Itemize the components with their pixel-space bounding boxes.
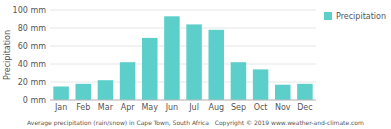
bar xyxy=(142,38,158,100)
chart-container: 0 mm 20 mm 40 mm 60 mm 80 mm 100 mm Jan Feb Mar A… xyxy=(0,0,391,129)
x-tick-label: Nov xyxy=(275,103,291,112)
x-axis-line xyxy=(50,100,316,101)
x-tick-label: Jul xyxy=(188,103,199,112)
bar xyxy=(297,84,313,100)
chart-svg: 0 mm 20 mm 40 mm 60 mm 80 mm 100 mm Jan Feb Mar A… xyxy=(0,0,391,129)
x-tick-label: Feb xyxy=(76,103,90,112)
bar xyxy=(120,62,136,100)
grid-line xyxy=(50,46,316,47)
bars xyxy=(53,16,312,100)
grid-line xyxy=(50,82,316,83)
y-tick-label: 40 mm xyxy=(18,60,47,69)
bar xyxy=(164,16,180,100)
y-axis-label: Precipitation xyxy=(3,30,12,80)
x-tick-label: Dec xyxy=(297,103,312,112)
bar xyxy=(186,24,202,100)
bar xyxy=(75,84,91,100)
grid-line xyxy=(50,10,316,11)
legend-swatch xyxy=(324,12,332,20)
grid-line xyxy=(50,100,316,101)
y-tick-label: 0 mm xyxy=(23,96,46,105)
y-tick-label: 20 mm xyxy=(18,78,47,87)
x-tick-label: Aug xyxy=(208,103,224,112)
x-tick-label: May xyxy=(141,103,158,112)
bar xyxy=(208,30,224,100)
bar xyxy=(231,62,247,100)
x-tick-label: Jan xyxy=(54,103,67,112)
y-tick-label: 80 mm xyxy=(18,24,47,33)
grid-line xyxy=(50,28,316,29)
y-tick-label: 60 mm xyxy=(18,42,47,51)
bar xyxy=(53,87,69,101)
bar xyxy=(98,80,114,100)
bar xyxy=(253,69,269,100)
x-tick-label: Jun xyxy=(165,103,179,112)
x-tick-label: Oct xyxy=(254,103,268,112)
x-tick-label: Apr xyxy=(121,103,136,112)
y-tick-label: 100 mm xyxy=(13,6,47,15)
bar xyxy=(275,85,291,100)
x-tick-label: Mar xyxy=(98,103,114,112)
x-tick-label: Sep xyxy=(231,103,246,112)
x-axis-label: Average precipitation (rain/snow) in Cap… xyxy=(27,119,364,127)
grid-line xyxy=(50,64,316,65)
legend-label: Precipitation xyxy=(336,12,386,21)
